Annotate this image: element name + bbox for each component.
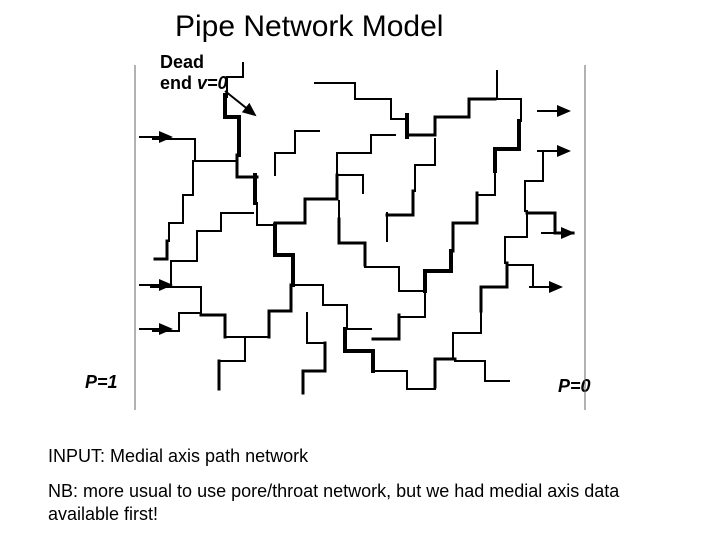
- input-line: INPUT: Medial axis path network: [48, 445, 678, 468]
- page-title: Pipe Network Model: [175, 10, 443, 44]
- dead-end-pointer: [225, 91, 255, 115]
- flow-arrows: [139, 111, 573, 329]
- pipe-network-diagram: [125, 55, 595, 415]
- nb-line: NB: more usual to use pore/throat networ…: [48, 480, 688, 527]
- pipe-segments: [151, 63, 573, 393]
- left-pressure-label: P=1: [85, 372, 118, 393]
